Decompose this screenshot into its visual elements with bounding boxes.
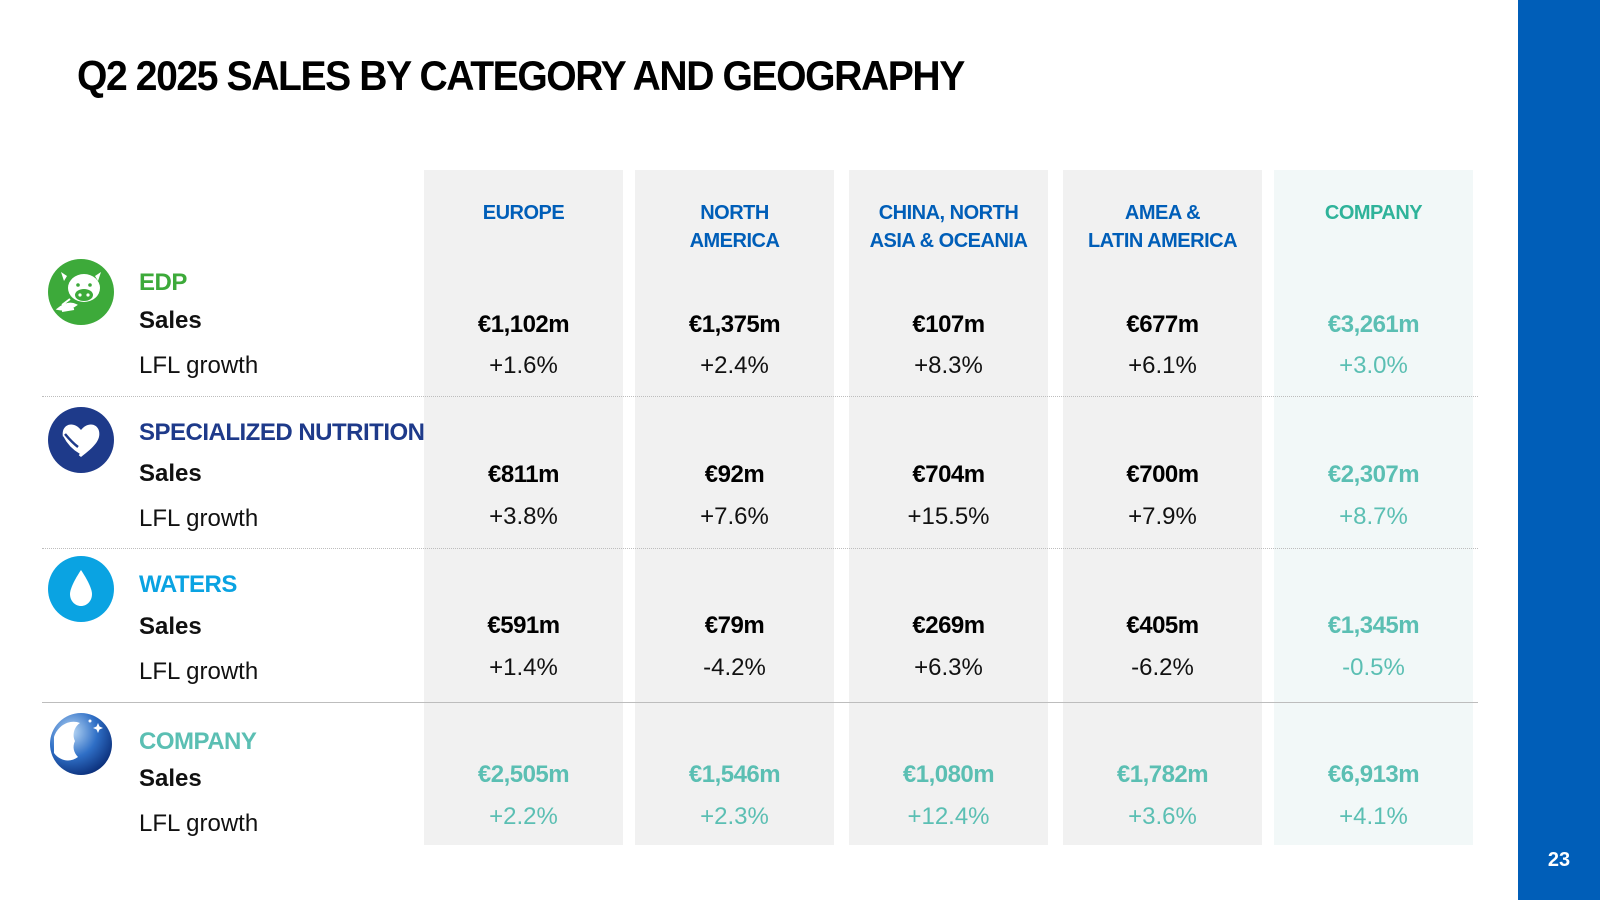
header-china-line2: ASIA & OCEANIA	[869, 230, 1028, 252]
sales-cell-nutrition-amea: €700m	[1126, 461, 1199, 488]
header-amea: AMEA & LATIN AMERICA	[1063, 199, 1262, 255]
page-number: 23	[1547, 849, 1571, 871]
sales-cell-company-europe: €2,505m	[477, 761, 570, 788]
lfl-cell-company-amea: +3.6%	[1128, 803, 1197, 830]
sales-cell-nutrition-china: €704m	[912, 461, 985, 488]
sales-cell-waters-europe: €591m	[487, 612, 560, 639]
category-name-specialized-nutrition: SPECIALIZED NUTRITION	[139, 419, 425, 446]
brand-sidebar: 23	[1518, 0, 1600, 900]
lfl-cell-nutrition-china: +15.5%	[907, 503, 990, 530]
lfl-cell-edp-company: +3.0%	[1339, 352, 1408, 379]
column-amea	[1063, 170, 1262, 845]
row-divider	[42, 548, 1478, 549]
sales-cell-waters-amea: €405m	[1126, 612, 1199, 639]
column-north-america	[635, 170, 834, 845]
lfl-cell-waters-north-america: -4.2%	[703, 654, 766, 681]
sales-label: Sales	[139, 307, 202, 334]
column-china	[849, 170, 1048, 845]
lfl-label: LFL growth	[139, 810, 259, 837]
header-china-line1: CHINA, NORTH	[878, 202, 1019, 224]
lfl-label: LFL growth	[139, 658, 259, 685]
lfl-cell-edp-north-america: +2.4%	[700, 352, 769, 379]
lfl-label: LFL growth	[139, 505, 259, 532]
header-company: COMPANY	[1274, 199, 1473, 227]
lfl-cell-waters-china: +6.3%	[914, 654, 983, 681]
lfl-label: LFL growth	[139, 352, 259, 379]
row-divider	[42, 702, 1478, 703]
sales-cell-company-amea: €1,782m	[1116, 761, 1209, 788]
sales-label: Sales	[139, 613, 202, 640]
column-europe	[424, 170, 623, 845]
lfl-cell-company-total: +4.1%	[1339, 803, 1408, 830]
header-north-america-line1: NORTH	[700, 202, 769, 224]
lfl-cell-nutrition-north-america: +7.6%	[700, 503, 769, 530]
category-name-waters: WATERS	[139, 571, 237, 598]
category-name-edp: EDP	[139, 269, 187, 296]
company-logo-icon	[50, 713, 112, 775]
lfl-cell-edp-amea: +6.1%	[1128, 352, 1197, 379]
sales-cell-edp-amea: €677m	[1126, 311, 1199, 338]
header-amea-line2: LATIN AMERICA	[1087, 230, 1238, 252]
lfl-cell-edp-china: +8.3%	[914, 352, 983, 379]
sales-cell-waters-north-america: €79m	[704, 612, 765, 639]
lfl-cell-waters-europe: +1.4%	[489, 654, 558, 681]
lfl-cell-nutrition-amea: +7.9%	[1128, 503, 1197, 530]
lfl-cell-waters-amea: -6.2%	[1131, 654, 1194, 681]
column-company	[1274, 170, 1473, 845]
sales-cell-nutrition-europe: €811m	[488, 461, 559, 488]
water-drop-icon	[48, 556, 114, 622]
sales-cell-waters-company: €1,345m	[1327, 612, 1420, 639]
sales-cell-nutrition-company: €2,307m	[1327, 461, 1420, 488]
header-north-america: NORTH AMERICA	[635, 199, 834, 255]
header-china: CHINA, NORTH ASIA & OCEANIA	[849, 199, 1048, 255]
header-north-america-line2: AMERICA	[689, 230, 780, 252]
header-amea-line1: AMEA &	[1124, 202, 1201, 224]
cow-icon	[48, 259, 114, 325]
header-europe: EUROPE	[424, 199, 623, 227]
heart-hand-icon	[48, 407, 114, 473]
sales-cell-edp-north-america: €1,375m	[688, 311, 781, 338]
lfl-cell-waters-company: -0.5%	[1342, 654, 1405, 681]
sales-cell-waters-china: €269m	[912, 612, 985, 639]
sales-cell-company-north-america: €1,546m	[688, 761, 781, 788]
lfl-cell-nutrition-company: +8.7%	[1339, 503, 1408, 530]
header-company-text: COMPANY	[1324, 202, 1423, 224]
lfl-cell-company-north-america: +2.3%	[700, 803, 769, 830]
sales-cell-edp-europe: €1,102m	[477, 311, 570, 338]
category-name-company: COMPANY	[139, 728, 257, 755]
row-divider	[42, 396, 1478, 397]
lfl-cell-company-europe: +2.2%	[489, 803, 558, 830]
page-title: Q2 2025 SALES BY CATEGORY AND GEOGRAPHY	[77, 52, 965, 99]
sales-cell-company-china: €1,080m	[902, 761, 995, 788]
header-europe-text: EUROPE	[482, 202, 565, 224]
sales-cell-edp-company: €3,261m	[1327, 311, 1420, 338]
lfl-cell-edp-europe: +1.6%	[489, 352, 558, 379]
sales-cell-nutrition-north-america: €92m	[704, 461, 765, 488]
sales-label: Sales	[139, 460, 202, 487]
lfl-cell-nutrition-europe: +3.8%	[489, 503, 558, 530]
sales-label: Sales	[139, 765, 202, 792]
sales-cell-edp-china: €107m	[912, 311, 985, 338]
lfl-cell-company-china: +12.4%	[907, 803, 990, 830]
sales-cell-company-total: €6,913m	[1327, 761, 1420, 788]
